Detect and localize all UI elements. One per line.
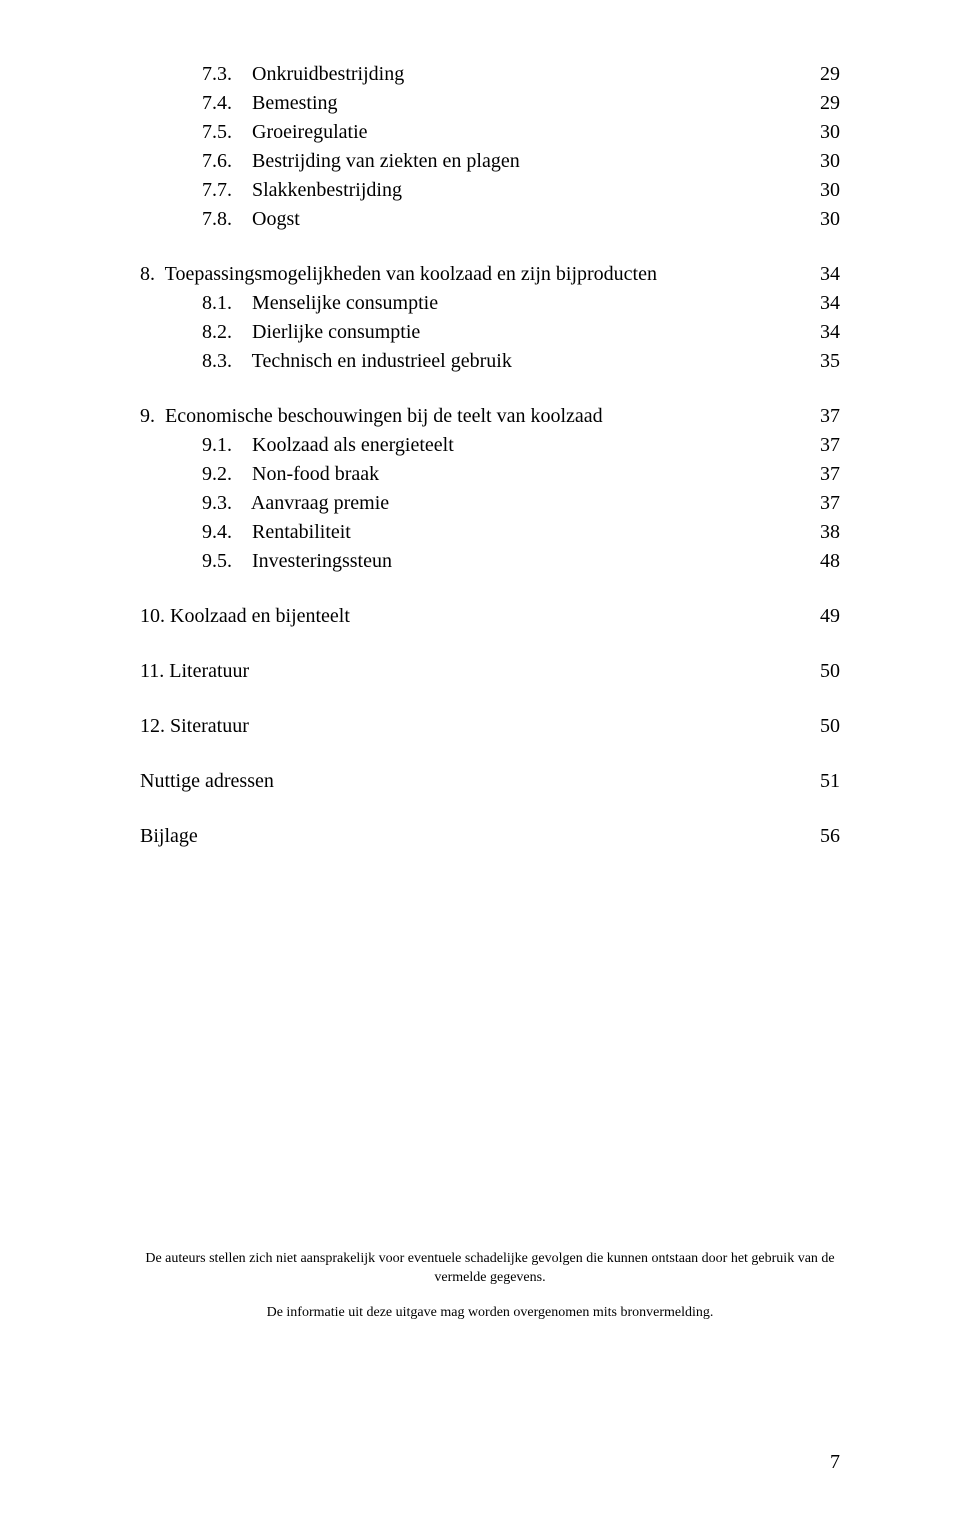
toc-row: 9.4. Rentabiliteit 38 — [140, 518, 840, 547]
toc-label: 7.8. Oogst — [202, 205, 300, 234]
toc-page-number: 30 — [800, 118, 840, 147]
toc-row: 7.6. Bestrijding van ziekten en plagen 30 — [140, 147, 840, 176]
toc-row: 11. Literatuur 50 — [140, 657, 840, 686]
toc-row: 9.2. Non-food braak 37 — [140, 460, 840, 489]
toc-label: 7.6. Bestrijding van ziekten en plagen — [202, 147, 520, 176]
toc-row: Nuttige adressen 51 — [140, 767, 840, 796]
toc-group: Bijlage 56 — [140, 822, 840, 851]
toc-row: 7.3. Onkruidbestrijding 29 — [140, 60, 840, 89]
toc-row: 9.5. Investeringssteun 48 — [140, 547, 840, 576]
toc-page-number: 49 — [800, 602, 840, 631]
toc-label: 9.2. Non-food braak — [202, 460, 379, 489]
toc-row: 7.4. Bemesting 29 — [140, 89, 840, 118]
toc-page-number: 34 — [800, 318, 840, 347]
toc-label: 10. Koolzaad en bijenteelt — [140, 602, 350, 631]
toc-row: 7.7. Slakkenbestrijding 30 — [140, 176, 840, 205]
toc-label: 7.5. Groeiregulatie — [202, 118, 368, 147]
toc-group: 10. Koolzaad en bijenteelt 49 — [140, 602, 840, 631]
toc-row: 9.3. Aanvraag premie 37 — [140, 489, 840, 518]
toc-label: 9.4. Rentabiliteit — [202, 518, 351, 547]
toc-label: 8. Toepassingsmogelijkheden van koolzaad… — [140, 260, 657, 289]
toc-page-number: 50 — [800, 657, 840, 686]
toc-label: Nuttige adressen — [140, 767, 274, 796]
toc-page-number: 30 — [800, 147, 840, 176]
toc-group: 9. Economische beschouwingen bij de teel… — [140, 402, 840, 576]
toc-label: 8.2. Dierlijke consumptie — [202, 318, 420, 347]
toc-group: 8. Toepassingsmogelijkheden van koolzaad… — [140, 260, 840, 376]
page-number: 7 — [830, 1451, 840, 1474]
footnote-disclaimer: De auteurs stellen zich niet aansprakeli… — [140, 1250, 840, 1288]
toc-page-number: 38 — [800, 518, 840, 547]
toc-group: 11. Literatuur 50 — [140, 657, 840, 686]
toc-label: 9. Economische beschouwingen bij de teel… — [140, 402, 603, 431]
toc-row: 10. Koolzaad en bijenteelt 49 — [140, 602, 840, 631]
table-of-contents: 7.3. Onkruidbestrijding 29 7.4. Bemesting 2… — [140, 60, 840, 851]
toc-row: 12. Siteratuur 50 — [140, 712, 840, 741]
toc-row: 8.1. Menselijke consumptie 34 — [140, 289, 840, 318]
footnote-attribution: De informatie uit deze uitgave mag worde… — [140, 1304, 840, 1323]
toc-page-number: 37 — [800, 431, 840, 460]
toc-page-number: 30 — [800, 176, 840, 205]
footnote-block: De auteurs stellen zich niet aansprakeli… — [140, 1250, 840, 1339]
toc-label: 8.3. Technisch en industrieel gebruik — [202, 347, 512, 376]
toc-page-number: 34 — [800, 289, 840, 318]
toc-label: Bijlage — [140, 822, 198, 851]
toc-row: 8.3. Technisch en industrieel gebruik 35 — [140, 347, 840, 376]
toc-row: 9.1. Koolzaad als energieteelt 37 — [140, 431, 840, 460]
toc-label: 11. Literatuur — [140, 657, 249, 686]
toc-row: 9. Economische beschouwingen bij de teel… — [140, 402, 840, 431]
toc-row: 8.2. Dierlijke consumptie 34 — [140, 318, 840, 347]
toc-page-number: 34 — [800, 260, 840, 289]
toc-page-number: 35 — [800, 347, 840, 376]
toc-label: 7.7. Slakkenbestrijding — [202, 176, 402, 205]
toc-page-number: 48 — [800, 547, 840, 576]
toc-row: Bijlage 56 — [140, 822, 840, 851]
toc-page-number: 29 — [800, 60, 840, 89]
toc-page-number: 37 — [800, 402, 840, 431]
toc-group: 7.3. Onkruidbestrijding 29 7.4. Bemesting 2… — [140, 60, 840, 234]
toc-page-number: 56 — [800, 822, 840, 851]
toc-row: 7.8. Oogst 30 — [140, 205, 840, 234]
toc-group: Nuttige adressen 51 — [140, 767, 840, 796]
toc-group: 12. Siteratuur 50 — [140, 712, 840, 741]
toc-label: 8.1. Menselijke consumptie — [202, 289, 438, 318]
toc-label: 9.3. Aanvraag premie — [202, 489, 389, 518]
toc-page-number: 30 — [800, 205, 840, 234]
toc-label: 7.4. Bemesting — [202, 89, 338, 118]
toc-page-number: 37 — [800, 460, 840, 489]
toc-label: 7.3. Onkruidbestrijding — [202, 60, 404, 89]
toc-row: 7.5. Groeiregulatie 30 — [140, 118, 840, 147]
toc-page-number: 51 — [800, 767, 840, 796]
toc-label: 9.5. Investeringssteun — [202, 547, 392, 576]
toc-page-number: 29 — [800, 89, 840, 118]
toc-label: 9.1. Koolzaad als energieteelt — [202, 431, 454, 460]
toc-page-number: 50 — [800, 712, 840, 741]
toc-label: 12. Siteratuur — [140, 712, 249, 741]
toc-row: 8. Toepassingsmogelijkheden van koolzaad… — [140, 260, 840, 289]
toc-page-number: 37 — [800, 489, 840, 518]
